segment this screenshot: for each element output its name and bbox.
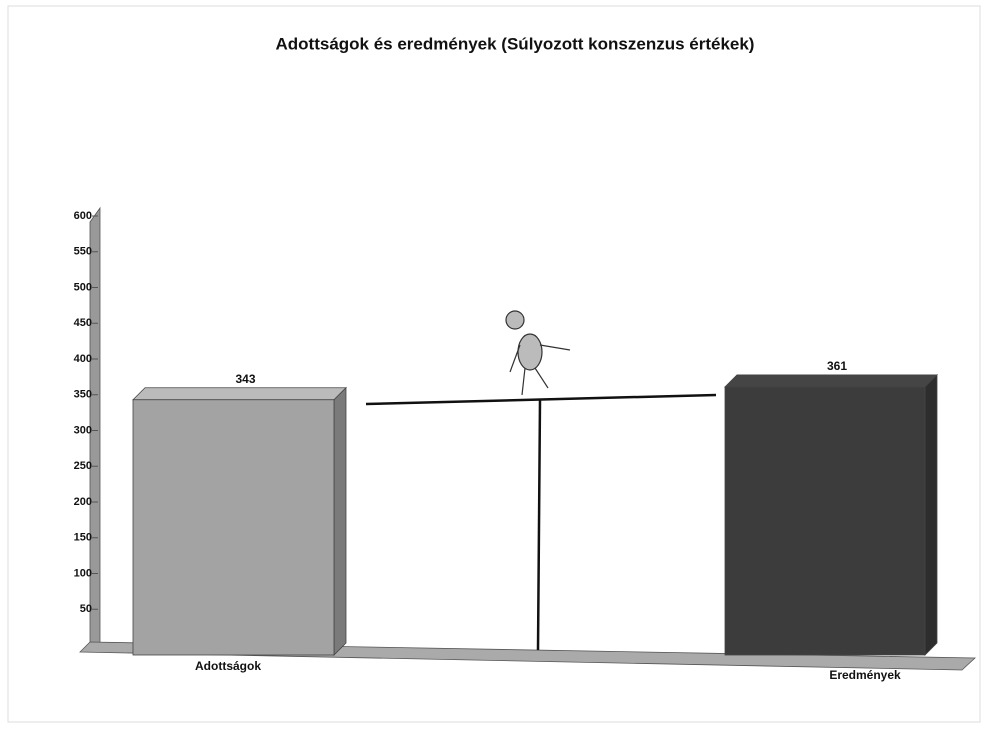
chart: Adottságok és eredmények (Súlyozott kons… <box>0 0 988 733</box>
y-tick-label: 450 <box>74 317 92 329</box>
page: Adottságok és eredmények (Súlyozott kons… <box>0 0 988 733</box>
y-tick-label: 50 <box>80 603 92 615</box>
y-tick-label: 100 <box>74 567 92 579</box>
y-tick-label: 500 <box>74 281 92 293</box>
y-tick-label: 550 <box>74 246 92 258</box>
y-tick-label: 350 <box>74 389 92 401</box>
data-label: 361 <box>827 359 847 373</box>
y-tick-label: 250 <box>74 460 92 472</box>
y-tick-label: 150 <box>74 532 92 544</box>
x-tick-label: Adottságok <box>195 659 261 673</box>
chart-title: Adottságok és eredmények (Súlyozott kons… <box>276 34 755 53</box>
x-tick-label: Eredmények <box>829 668 901 682</box>
y-tick-label: 600 <box>74 210 92 222</box>
y-tick-label: 200 <box>74 496 92 508</box>
bar-top <box>725 375 937 387</box>
y-tick-label: 300 <box>74 424 92 436</box>
data-label: 343 <box>235 372 255 386</box>
bar <box>133 400 334 655</box>
bar-side <box>925 375 937 655</box>
y-tick-label: 400 <box>74 353 92 365</box>
bar-top <box>133 388 346 400</box>
bar <box>725 387 925 655</box>
bar-side <box>334 388 346 655</box>
